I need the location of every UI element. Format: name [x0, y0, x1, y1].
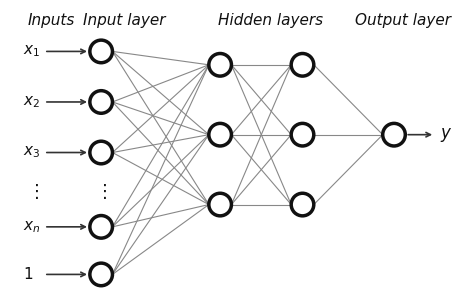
- Circle shape: [90, 216, 112, 238]
- Text: Output layer: Output layer: [355, 13, 451, 28]
- Text: Input layer: Input layer: [83, 13, 165, 28]
- Circle shape: [209, 54, 231, 76]
- Text: $\vdots$: $\vdots$: [27, 182, 38, 201]
- Circle shape: [209, 193, 231, 216]
- Text: $\vdots$: $\vdots$: [95, 182, 107, 201]
- Circle shape: [291, 193, 314, 216]
- Text: $x_n$: $x_n$: [23, 219, 41, 235]
- Circle shape: [90, 141, 112, 164]
- Circle shape: [90, 263, 112, 286]
- Text: $1$: $1$: [23, 266, 34, 282]
- Circle shape: [383, 124, 405, 146]
- Circle shape: [291, 54, 314, 76]
- Circle shape: [90, 91, 112, 113]
- Text: $x_1$: $x_1$: [23, 43, 40, 59]
- Circle shape: [209, 124, 231, 146]
- Text: Inputs: Inputs: [28, 13, 75, 28]
- Circle shape: [291, 124, 314, 146]
- Text: $x_2$: $x_2$: [23, 94, 40, 110]
- Text: $y$: $y$: [440, 126, 452, 144]
- Text: Hidden layers: Hidden layers: [218, 13, 323, 28]
- Circle shape: [90, 40, 112, 63]
- Text: $x_3$: $x_3$: [23, 145, 41, 160]
